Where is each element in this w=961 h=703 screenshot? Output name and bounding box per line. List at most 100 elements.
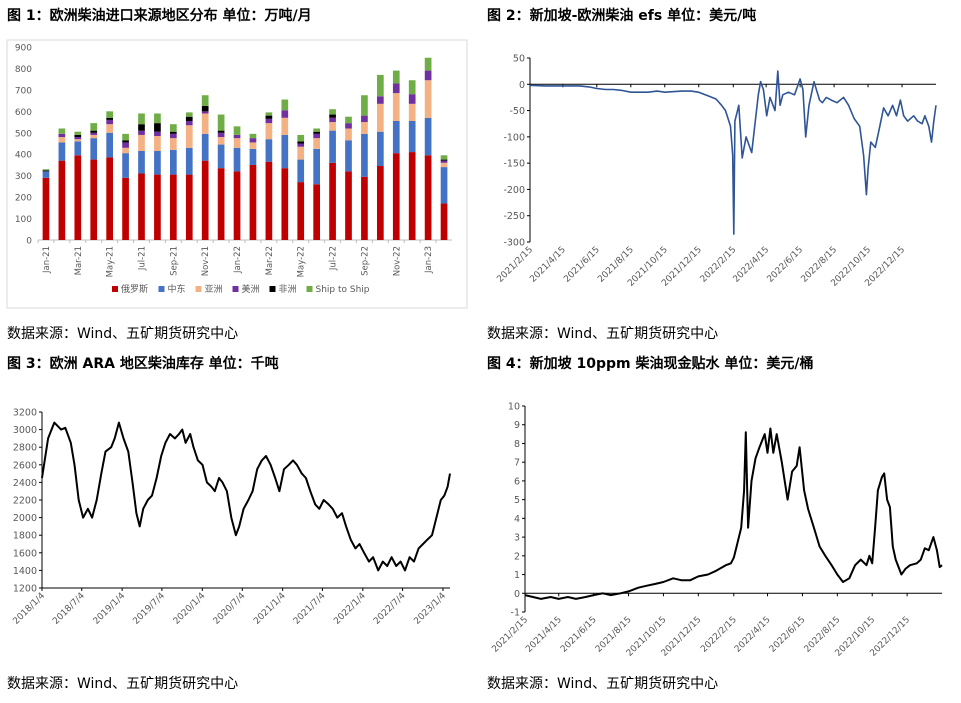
chart1-bar-5-20 xyxy=(361,95,368,116)
chart1-legend-swatch-1 xyxy=(158,286,165,292)
chart4-xtick-label: 2021/8/15 xyxy=(594,615,634,655)
chart1-xtick-label: Nov-21 xyxy=(201,246,211,276)
chart3-ytick-label: 2800 xyxy=(13,443,37,454)
chart1-bar-0-10 xyxy=(201,160,209,240)
chart1-bar-0-23 xyxy=(408,152,416,240)
chart1-bar-4-2 xyxy=(74,134,82,138)
chart2-ytick-label: -250 xyxy=(503,211,525,222)
chart1-title: 图 1：欧洲柴油进口来源地区分布 单位：万吨/月 xyxy=(7,8,312,24)
chart1-xtick-label: May-22 xyxy=(297,246,307,277)
chart4-xtick-label: 2021/2/15 xyxy=(490,615,530,655)
chart1-bar-1-10 xyxy=(201,133,209,161)
chart1-bar-2-19 xyxy=(345,128,352,141)
chart1-bar-2-4 xyxy=(106,124,113,133)
chart1-bar-5-19 xyxy=(345,116,352,124)
chart1-xtick-label: Jan-21 xyxy=(42,246,52,274)
chart2-xtick-label: 2022/12/15 xyxy=(863,245,907,289)
chart1-bar-0-8 xyxy=(170,174,177,240)
chart1-xtick-label: Jul-22 xyxy=(329,246,339,271)
chart3-xtick-label: 2019/7/4 xyxy=(131,591,167,627)
chart1-bar-3-24 xyxy=(424,70,432,81)
chart1-bar-2-1 xyxy=(58,137,66,143)
chart1-bar-3-13 xyxy=(249,138,257,143)
chart1-frame xyxy=(6,39,468,309)
chart1-bar-5-22 xyxy=(392,70,400,84)
chart1-bar-3-21 xyxy=(377,96,384,104)
chart1-bar-2-9 xyxy=(185,125,193,148)
chart1-ytick-label: 800 xyxy=(15,65,32,75)
chart1-bar-3-11 xyxy=(217,132,225,138)
chart2-xtick-label: 2022/10/15 xyxy=(829,245,873,289)
chart1-bar-2-25 xyxy=(440,162,448,168)
chart2-ytick-label: -50 xyxy=(509,106,525,117)
chart4-xtick-label: 2021/6/15 xyxy=(559,615,599,655)
chart1-legend-swatch-0 xyxy=(112,286,118,292)
chart4-xtick-label: 2021/12/15 xyxy=(660,615,704,659)
chart4-ytick-label: 6 xyxy=(514,476,520,487)
chart1-bar-3-25 xyxy=(440,160,448,163)
chart1-bar-4-25 xyxy=(440,159,448,161)
chart1-bar-1-18 xyxy=(329,130,336,163)
chart2-ytick-label: -150 xyxy=(503,159,525,170)
chart4-source: 数据来源：Wind、五矿期货研究中心 xyxy=(487,676,719,692)
chart1-bar-2-8 xyxy=(170,138,177,150)
chart1-xtick-label: Jul-21 xyxy=(138,246,148,271)
chart1-bar-5-12 xyxy=(233,126,241,135)
chart2-xtick-label: 2021/2/15 xyxy=(495,245,535,285)
chart1-bar-5-21 xyxy=(377,74,384,97)
chart1-bar-1-20 xyxy=(361,133,368,177)
chart1-bar-2-21 xyxy=(377,103,384,132)
chart3-ytick-label: 1200 xyxy=(13,584,37,595)
chart2-xtick-label: 2022/6/15 xyxy=(766,245,806,285)
chart1-bar-3-6 xyxy=(138,130,145,135)
chart1-bar-3-22 xyxy=(392,83,400,94)
chart1-bar-1-6 xyxy=(138,151,145,174)
chart1-bar-0-6 xyxy=(138,173,145,240)
chart4-xtick-label: 2022/4/15 xyxy=(733,615,773,655)
chart3-ytick-label: 3200 xyxy=(13,408,37,419)
chart4-ytick-label: 0 xyxy=(514,589,520,600)
chart1-bar-1-4 xyxy=(106,132,113,158)
chart1-bar-1-11 xyxy=(217,144,225,169)
chart1-bar-5-23 xyxy=(408,80,416,95)
chart3-xtick-label: 2021/1/4 xyxy=(252,591,288,627)
chart1-bar-5-1 xyxy=(58,128,66,134)
chart1-bar-1-1 xyxy=(58,142,66,161)
chart1-bar-1-2 xyxy=(74,141,82,156)
chart1-bar-3-8 xyxy=(170,133,177,139)
chart4-ytick-label: 3 xyxy=(514,533,520,544)
chart1-bar-4-8 xyxy=(170,131,177,134)
chart4-series-line xyxy=(524,427,943,600)
chart1-legend-label-4: 非洲 xyxy=(279,283,297,295)
chart3-xtick-label: 2019/1/4 xyxy=(92,591,128,627)
chart1-bar-3-5 xyxy=(122,142,129,148)
chart1-bar-0-22 xyxy=(392,153,400,240)
chart3-ytick-label: 1400 xyxy=(13,566,37,577)
chart4-xtick-label: 2022/12/15 xyxy=(868,615,912,659)
chart1-xtick-label: May-21 xyxy=(106,246,116,277)
chart3-xtick-label: 2020/7/4 xyxy=(212,591,248,627)
chart1-bar-5-14 xyxy=(265,112,273,116)
chart1-bar-1-25 xyxy=(440,167,448,204)
chart1-ytick-label: 100 xyxy=(15,215,32,225)
chart3-xtick-label: 2023/1/4 xyxy=(412,591,448,627)
chart3-ytick-label: 3000 xyxy=(13,425,37,436)
chart1-bar-4-11 xyxy=(217,130,225,133)
chart1-ytick-label: 400 xyxy=(15,151,32,161)
chart1-bar-5-16 xyxy=(297,134,305,142)
chart1-bar-5-9 xyxy=(185,112,193,117)
chart1-bar-1-24 xyxy=(424,117,432,156)
chart1-bar-1-17 xyxy=(313,148,320,185)
chart1-bar-2-12 xyxy=(233,138,241,148)
chart1-bar-0-24 xyxy=(424,155,432,240)
chart1-group: 0 100 200 300 400 500 600 700 800 900 Jan-21 Mar-21… xyxy=(6,39,468,309)
chart2-xtick-label: 2021/8/15 xyxy=(596,245,636,285)
chart3-xtick-label: 2018/1/4 xyxy=(11,591,47,627)
chart1-bar-3-15 xyxy=(281,110,289,118)
chart2-xtick-label: 2021/4/15 xyxy=(528,245,568,285)
chart1-bar-3-17 xyxy=(313,133,320,139)
chart1-bar-1-14 xyxy=(265,139,273,162)
chart1-bar-0-2 xyxy=(74,155,82,240)
chart1-bar-3-10 xyxy=(201,111,209,114)
chart1-bar-1-5 xyxy=(122,153,129,178)
